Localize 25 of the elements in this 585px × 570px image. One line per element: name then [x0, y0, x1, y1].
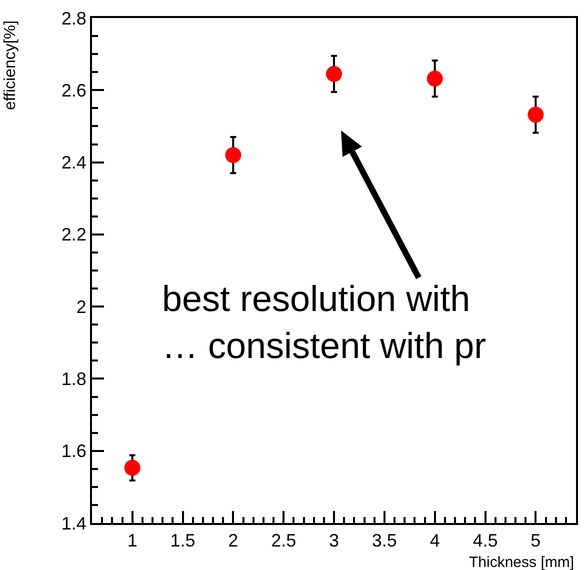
y-tick-label: 2.2	[61, 224, 86, 245]
y-tick-label: 1.4	[61, 513, 86, 534]
y-tick-label: 1.8	[61, 369, 86, 390]
y-tick-label: 1.6	[61, 441, 86, 462]
point	[326, 66, 342, 82]
point	[426, 70, 443, 87]
y-tick-label: 2	[76, 296, 86, 317]
x-tick-label: 3	[328, 530, 340, 551]
y-tick-label: 2.8	[61, 8, 86, 28]
x-tick-label: 2.5	[271, 530, 296, 551]
x-tick-label: 1	[127, 530, 138, 551]
x-axis-title: Thickness [mm]	[469, 554, 574, 570]
y-tick-label: 2.4	[61, 152, 86, 173]
x-tick-label: 4.5	[472, 530, 498, 551]
x-tick-label: 3.5	[372, 530, 397, 551]
x-tick-label: 5	[530, 530, 541, 551]
x-tick-label: 1.5	[170, 530, 196, 551]
x-tick-label: 2	[228, 530, 238, 551]
y-tick-label: 2.6	[61, 80, 86, 100]
y-axis-title: efficiency[%]	[2, 20, 19, 110]
point	[225, 147, 242, 164]
annotation: best resolution with … consistent with pr	[162, 278, 486, 366]
point	[528, 106, 544, 123]
x-tick-label: 4	[430, 530, 440, 551]
point	[124, 460, 140, 476]
